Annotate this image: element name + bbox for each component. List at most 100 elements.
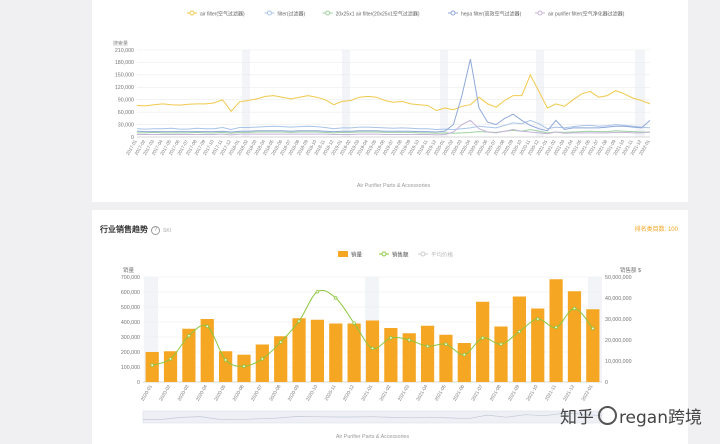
year-band: [342, 50, 350, 137]
bar: [200, 319, 214, 382]
search-volume-chart: air filter(空气过滤器) filter(过滤器) 20x25x1 air …: [113, 10, 651, 189]
sales-trend-tag: SKI: [163, 228, 172, 234]
x-tick-label: 2021-10: [525, 384, 539, 403]
x-tick-label: 2021-08: [489, 384, 503, 403]
y-tick-label-left: 700,000: [121, 275, 140, 281]
legend-marker: [420, 251, 426, 257]
legend-label-0: 销量: [351, 251, 363, 259]
x-tick-label: 2020-08: [268, 384, 282, 403]
bar: [365, 320, 380, 382]
year-band: [242, 50, 250, 137]
line-point: [223, 358, 228, 362]
legend-marker: [537, 10, 543, 16]
bar: [292, 318, 306, 382]
series-line-1: [136, 119, 651, 131]
legend-marker: [381, 251, 387, 257]
line-point: [444, 342, 448, 346]
x-tick-label: 2020-05: [213, 384, 227, 403]
line-point: [480, 336, 485, 340]
bar: [512, 296, 526, 382]
x-tick-label: 2020-02: [158, 384, 172, 403]
legend-label-2: 20x25x1 air filter(20x25x1空气过滤器): [336, 11, 420, 18]
legend-label-3: hepa filter(高效空气过滤器): [461, 11, 522, 18]
y-tick-label: 30,000: [118, 122, 134, 128]
x-tick-label: 2021-05: [434, 384, 448, 403]
legend-label-1: filter(过滤器): [277, 11, 305, 18]
series-line-2: [137, 128, 651, 134]
bar: [439, 334, 453, 382]
series-line-3: [136, 58, 651, 133]
line-point: [150, 363, 154, 367]
zoom-slider-preview: [143, 412, 603, 421]
x-tick-label: 2020-03: [177, 384, 191, 403]
legend-label-2: 平均价格: [431, 251, 454, 259]
sales-trend-title: 行业销售趋势? SKI: [100, 225, 172, 235]
y-axis-right-label: 销售额 $: [620, 266, 641, 274]
x-tick-label: 2021-06: [452, 384, 466, 403]
x-tick-label: 2021-07: [470, 384, 484, 403]
y-tick-label-right: 0: [605, 380, 608, 386]
bar: [457, 343, 471, 382]
line-point: [242, 364, 246, 368]
series-line-0: [136, 73, 651, 113]
bar: [219, 351, 233, 382]
bar: [145, 352, 159, 382]
legend-marker: [266, 10, 272, 16]
x-tick-label: 2020-04: [195, 384, 209, 403]
x-tick-label: 2021-12: [562, 384, 576, 403]
y-tick-label-left: 300,000: [121, 335, 140, 341]
y-axis-label: 搜索量: [113, 40, 128, 47]
line-point: [554, 325, 558, 330]
search-volume-card: air filter(空气过滤器) filter(过滤器) 20x25x1 air …: [92, 0, 688, 202]
line-point: [352, 321, 356, 325]
x-tick-label: 2020-06: [232, 384, 246, 403]
y-tick-label-right: 50,000,000: [605, 275, 632, 281]
x-tick-label: 2020-07: [250, 384, 264, 403]
bar: [237, 354, 251, 382]
line-point: [315, 289, 320, 294]
y-tick-label: 180,000: [115, 60, 134, 66]
line-point: [370, 346, 375, 351]
x-tick-label: 2021-01: [360, 384, 374, 403]
watermark: 知乎 regan跨境: [559, 406, 702, 428]
line-point: [425, 344, 430, 348]
y-tick-label: 0: [131, 135, 134, 141]
bar: [163, 351, 178, 382]
x-tick-label: 2020-01: [140, 384, 154, 403]
year-band: [635, 50, 645, 137]
x-axis-caption: Air Purifier Parts & Accessories: [336, 434, 410, 440]
y-tick-label-left: 400,000: [121, 320, 140, 326]
x-tick-label: 2021-03: [397, 384, 411, 403]
ranking-count-link[interactable]: 排名类目数: 100: [634, 227, 678, 233]
legend-label-4: air purifier filter(空气净化器过滤器): [548, 11, 625, 18]
line-point: [462, 352, 466, 357]
legend-label-0: air filter(空气过滤器): [200, 11, 245, 18]
x-tick-label: 2022-01: [581, 384, 595, 403]
y-tick-label-left: 0: [137, 380, 140, 386]
line-point: [334, 296, 338, 300]
x-tick-label: 2020-10: [305, 384, 319, 403]
x-tick-label: 2021-02: [379, 384, 393, 403]
bar: [182, 328, 196, 382]
legend-marker: [450, 10, 456, 16]
x-tick-label: 2020-12: [342, 384, 356, 403]
bar: [310, 319, 325, 382]
line-point: [297, 319, 301, 323]
y-tick-label-left: 600,000: [121, 290, 140, 296]
line-point: [517, 329, 522, 334]
legend-marker: [189, 10, 195, 16]
sales-trend-card: 行业销售趋势? SKI 排名类目数: 100 销量 销售额 平均价格 销量 销售额 $0 1…: [92, 210, 688, 444]
y-tick-label-right: 40,000,000: [605, 296, 632, 302]
y-tick-label: 120,000: [115, 85, 134, 91]
help-icon[interactable]: ?: [151, 226, 160, 235]
bar: [255, 344, 269, 382]
y-tick-label-left: 200,000: [121, 350, 140, 356]
line-point: [536, 317, 540, 321]
bar: [420, 325, 435, 382]
y-axis-left-label: 销量: [123, 266, 135, 274]
y-tick-label-right: 20,000,000: [605, 338, 632, 344]
bar: [586, 309, 600, 382]
bar: [549, 279, 563, 382]
series-line-4: [137, 119, 651, 136]
